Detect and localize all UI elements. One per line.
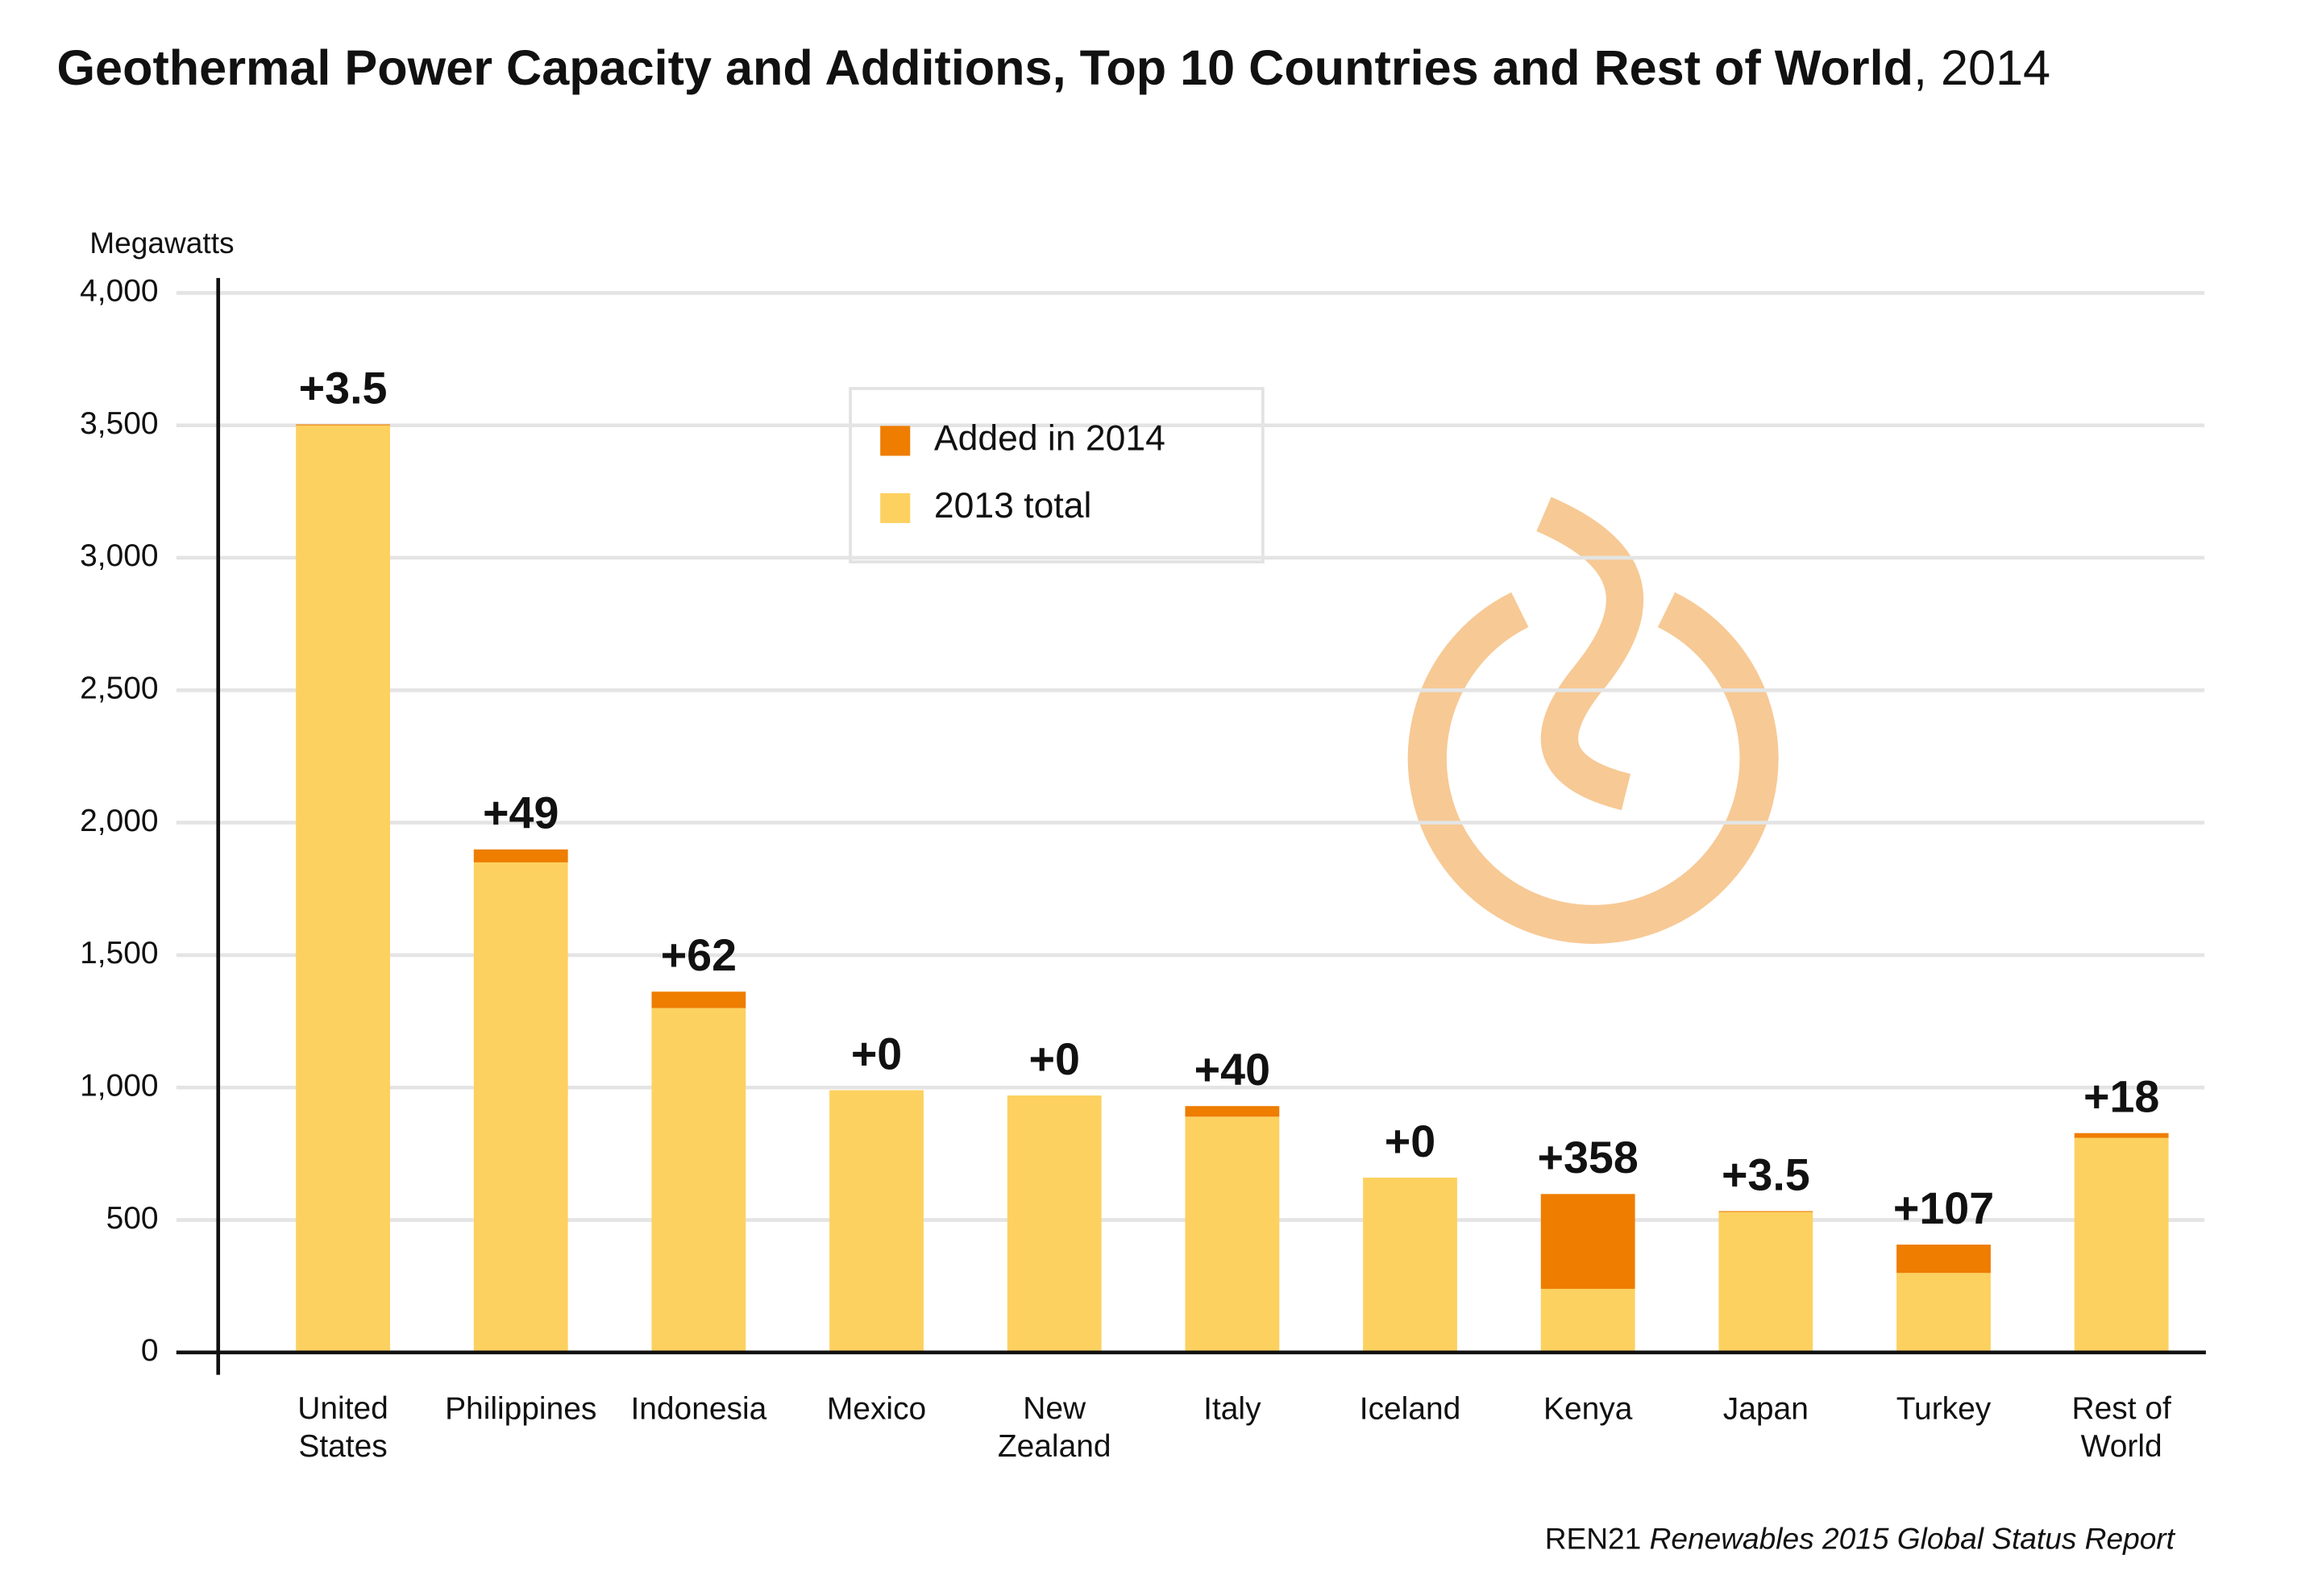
- x-tick-label: Indonesia: [630, 1391, 766, 1426]
- y-axis-label: Megawatts: [89, 226, 234, 260]
- source-org: REN21: [1545, 1521, 1642, 1555]
- x-tick-label: Japan: [1723, 1391, 1809, 1426]
- label-line: Rest of: [2071, 1391, 2171, 1426]
- bar-segment: [651, 1008, 746, 1353]
- value-label: +49: [483, 788, 559, 838]
- bar-segment: [473, 849, 568, 862]
- x-tick-label: United States: [297, 1391, 388, 1464]
- bar-segment: [2074, 1137, 2169, 1353]
- label-line: New: [1023, 1391, 1086, 1426]
- x-tick-label: New Zealand: [998, 1391, 1111, 1464]
- y-tick-label: 1,500: [80, 936, 158, 970]
- bar-segment: [1896, 1273, 1991, 1353]
- x-tick-label: Kenya: [1543, 1391, 1633, 1426]
- y-tick-label: 3,500: [80, 406, 158, 441]
- y-tick-label: 2,000: [80, 804, 158, 838]
- bar-segment: [1185, 1116, 1280, 1353]
- y-tick-label: 3,000: [80, 538, 158, 573]
- value-label: +107: [1893, 1183, 1994, 1233]
- bar-segment: [1185, 1106, 1280, 1117]
- legend-swatch: [880, 493, 911, 523]
- y-tick-label: 4,000: [80, 274, 158, 309]
- legend-swatch: [880, 426, 911, 456]
- bar-segment: [1007, 1095, 1102, 1353]
- x-tick-label: Turkey: [1896, 1391, 1992, 1426]
- x-tick-label: Rest of World: [2071, 1391, 2171, 1464]
- bar-segment: [651, 991, 746, 1008]
- bar-segment: [829, 1090, 924, 1353]
- value-label: +358: [1538, 1133, 1639, 1182]
- y-tick-label: 0: [141, 1333, 159, 1368]
- bar-segment: [1718, 1211, 1813, 1212]
- bar-segment: [296, 424, 390, 426]
- y-tick-label: 1,000: [80, 1068, 158, 1103]
- label-line: Zealand: [998, 1429, 1111, 1464]
- bar-segment: [1540, 1194, 1635, 1289]
- source-publication: Renewables 2015 Global Status Report: [1650, 1521, 2176, 1555]
- value-label: +3.5: [1722, 1149, 1810, 1199]
- y-tick-label: 2,500: [80, 671, 158, 706]
- value-label: +62: [661, 930, 737, 980]
- x-tick-label: Italy: [1203, 1391, 1261, 1426]
- value-label: +0: [1385, 1116, 1435, 1166]
- chart-title: Geothermal Power Capacity and Additions,…: [56, 40, 2050, 95]
- bar-segment: [473, 862, 568, 1353]
- value-label: +0: [851, 1029, 902, 1079]
- title-year: , 2014: [1913, 40, 2050, 95]
- bar-segment: [1896, 1245, 1991, 1274]
- legend-label: 2013 total: [934, 486, 1091, 526]
- legend-label: Added in 2014: [934, 419, 1165, 459]
- label-line: World: [2081, 1429, 2162, 1464]
- label-line: United: [297, 1391, 388, 1426]
- y-tick-label: 500: [106, 1201, 159, 1236]
- bar-segment: [1540, 1288, 1635, 1353]
- value-label: +3.5: [299, 363, 388, 413]
- value-label: +40: [1194, 1045, 1270, 1095]
- legend-box: [849, 387, 1265, 563]
- bar-segment: [2074, 1133, 2169, 1138]
- bar-segment: [1718, 1212, 1813, 1353]
- title-main: Geothermal Power Capacity and Additions,…: [56, 40, 1913, 95]
- value-label: +18: [2083, 1072, 2159, 1122]
- bar-segment: [1363, 1177, 1457, 1353]
- x-tick-label: Philippines: [445, 1391, 596, 1426]
- label-line: States: [298, 1429, 387, 1464]
- source: REN21 Renewables 2015 Global Status Repo…: [1545, 1521, 2176, 1555]
- value-label: +0: [1028, 1034, 1079, 1084]
- x-tick-label: Iceland: [1360, 1391, 1461, 1426]
- logo-ring: [1407, 592, 1779, 944]
- bar-segment: [296, 425, 390, 1353]
- x-tick-label: Mexico: [827, 1391, 926, 1426]
